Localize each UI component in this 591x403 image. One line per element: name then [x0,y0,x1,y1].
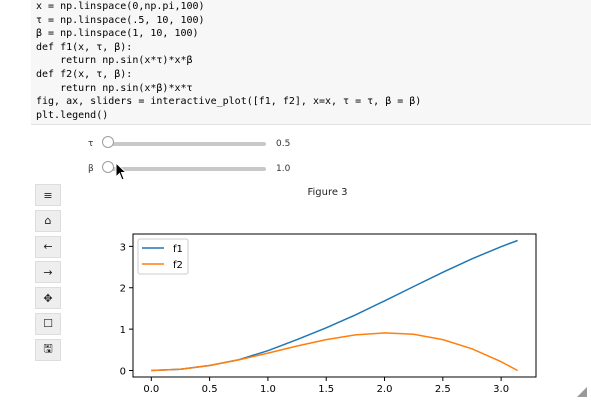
y-tick-label: 3 [120,242,126,253]
slider-track[interactable] [102,136,266,148]
y-tick-label: 0 [120,367,126,378]
code-line: return np.sin(x*β)*x*τ [36,82,193,94]
forward-button[interactable]: → [35,261,61,284]
x-tick-label: 0.5 [202,384,218,395]
home-button[interactable]: ⌂ [35,209,61,232]
slider-row-beta: β 1.0 [88,159,290,179]
save-icon: 🖫 [43,342,53,356]
x-tick-label: 2.0 [377,384,393,395]
legend-label-f2: f2 [173,260,183,271]
pan-button[interactable]: ✥ [35,287,61,310]
plot-area [132,233,537,378]
slider-value: 1.0 [276,164,291,174]
figure-toolbar: ≡ ⌂ ← → ✥ ☐ 🖫 [35,184,61,365]
code-cell[interactable]: x = np.linspace(0,np.pi,100) τ = np.lins… [31,0,591,125]
forward-arrow-icon: → [43,265,53,279]
code-line: x = np.linspace(0,np.pi,100) [36,1,205,12]
x-tick-label: 1.0 [260,384,276,395]
code-line: β = np.linspace(1, 10, 100) [36,28,199,40]
back-arrow-icon: ← [43,240,53,254]
menu-button[interactable]: ≡ [35,184,61,206]
pan-icon: ✥ [43,291,53,305]
code-line: τ = np.linspace(.5, 10, 100) [36,14,205,26]
x-tick-label: 3.0 [493,384,509,395]
y-tick-label: 1 [120,325,126,336]
code-line: def f1(x, τ, β): [36,41,133,53]
x-tick-label: 1.5 [318,384,334,395]
slider-thumb[interactable] [102,161,114,173]
code-line: def f2(x, τ, β): [36,68,133,80]
code-line: plt.legend() [36,109,109,121]
slider-track[interactable] [102,161,266,173]
slider-label: τ [88,139,94,149]
menu-icon: ≡ [43,188,53,202]
slider-thumb[interactable] [102,136,114,148]
back-button[interactable]: ← [35,235,61,258]
figure-title: Figure 3 [307,187,348,198]
code-line: fig, ax, sliders = interactive_plot([f1,… [36,96,422,108]
resize-handle-icon[interactable] [577,387,587,397]
slider-row-tau: τ 0.5 [88,134,290,154]
mouse-cursor-icon [115,162,128,181]
y-tick-label: 2 [120,284,126,295]
slider-value: 0.5 [276,139,291,149]
zoom-rect-icon: ☐ [43,317,53,331]
x-tick-label: 2.5 [435,384,451,395]
zoom-button[interactable]: ☐ [35,312,61,335]
save-button[interactable]: 🖫 [35,338,61,361]
home-icon: ⌂ [44,214,52,228]
slider-label: β [88,164,94,174]
code-content: x = np.linspace(0,np.pi,100) τ = np.lins… [31,0,591,122]
x-tick-label: 0.0 [143,384,159,395]
code-line: return np.sin(x*τ)*x*β [36,55,193,67]
legend-label-f1: f1 [173,244,183,255]
series-line-f2 [151,332,518,372]
